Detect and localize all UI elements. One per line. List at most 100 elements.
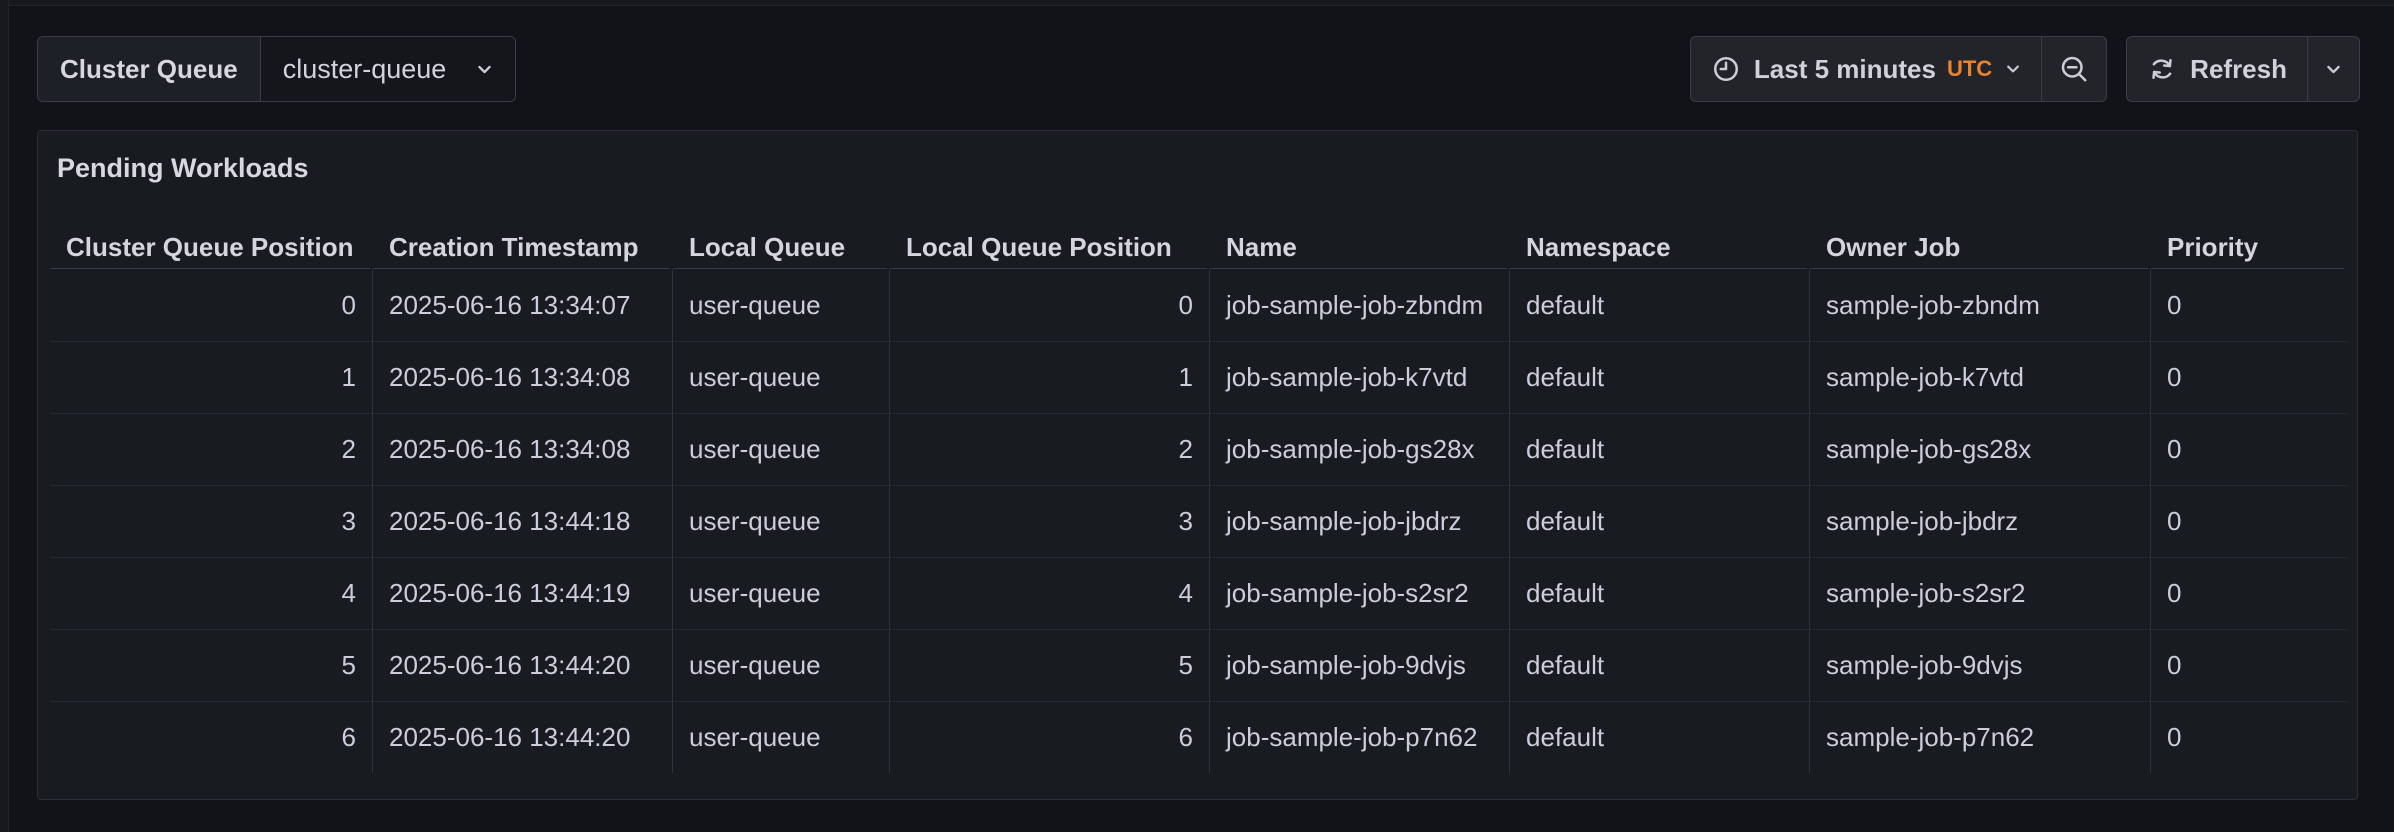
table-cell: sample-job-zbndm: [1810, 269, 2151, 341]
table-cell: sample-job-jbdrz: [1810, 485, 2151, 557]
table-cell: 0: [2167, 289, 2182, 320]
table-cell: default: [1510, 557, 1810, 629]
table-cell: 4: [50, 557, 373, 629]
table-row: 4 2025-06-16 13:44:19 user-queue 4 job-sampl…: [50, 557, 2347, 629]
table-row: 0 2025-06-16 13:34:07 user-queue 0 job-sampl…: [50, 269, 2347, 341]
table-cell: default: [1510, 413, 1810, 485]
table-cell: sample-job-s2sr2: [1810, 557, 2151, 629]
variable-value: cluster-queue: [282, 53, 447, 84]
table-cell: job-sample-job-9dvjs: [1210, 629, 1510, 701]
table-cell: job-sample-job-p7n62: [1210, 701, 1510, 773]
table-cell: 2025-06-16 13:34:08: [373, 413, 673, 485]
table-cell: 6: [890, 701, 1210, 773]
table-cell: 0: [2151, 341, 2347, 413]
workloads-table: Cluster Queue Position Creation Timestamp…: [50, 225, 2347, 773]
time-range-label: Last 5 minutes: [1753, 53, 1936, 84]
table-cell: 2: [50, 413, 373, 485]
sync-icon: [2152, 59, 2172, 79]
table-row: 6 2025-06-16 13:44:20 user-queue 6 job-sampl…: [50, 701, 2347, 773]
table-cell: job-sample-job-gs28x: [1210, 413, 1510, 485]
table-cell: job-sample-job-k7vtd: [1210, 341, 1510, 413]
clock-icon: [1713, 56, 1738, 82]
refresh-group: Refresh: [2126, 36, 2360, 102]
chevron-down-icon: [2007, 65, 2020, 73]
table-cell: default: [1510, 629, 1810, 701]
table-cell: job-sample-job-zbndm: [1210, 269, 1510, 341]
column-header[interactable]: Local Queue Position: [890, 225, 1210, 269]
table-cell: 0: [890, 269, 1210, 341]
table-cell: job-sample-job-s2sr2: [1210, 557, 1510, 629]
pending-workloads-panel: Pending Workloads Cluster Queue Position…: [37, 130, 2358, 800]
refresh-interval-dropdown-button[interactable]: [2307, 37, 2359, 101]
refresh-button[interactable]: Refresh: [2127, 37, 2307, 101]
table-cell: 2025-06-16 13:44:18: [373, 485, 673, 557]
table-cell: default: [1510, 701, 1810, 773]
table-cell: 2: [890, 413, 1210, 485]
table-cell: user-queue: [673, 557, 890, 629]
table-cell: job-sample-job-jbdrz: [1210, 485, 1510, 557]
column-header[interactable]: Creation Timestamp: [373, 225, 673, 269]
table-cell: sample-job-gs28x: [1810, 413, 2151, 485]
table-cell: 2025-06-16 13:34:07: [373, 269, 673, 341]
table-cell: sample-job-9dvjs: [1810, 629, 2151, 701]
chevron-down-icon: [478, 65, 492, 73]
timezone-label: UTC: [1946, 56, 1993, 81]
cluster-queue-variable-picker: Cluster Queue cluster-queue: [37, 36, 517, 102]
column-header[interactable]: Local Queue: [673, 225, 890, 269]
column-header[interactable]: Namespace: [1510, 225, 1810, 269]
magnifier-minus-icon: [2061, 56, 2087, 82]
table-header-row: Cluster Queue Position Creation Timestamp…: [50, 225, 2347, 269]
time-range-picker-button[interactable]: Last 5 minutes UTC: [1691, 37, 2041, 101]
table-cell: 5: [50, 629, 373, 701]
table-row: 2 2025-06-16 13:34:08 user-queue 2 job-sampl…: [50, 413, 2347, 485]
table-cell: user-queue: [673, 629, 890, 701]
variable-label: Cluster Queue: [38, 37, 260, 101]
table-body: 0 2025-06-16 13:34:07 user-queue 0 job-sampl…: [50, 269, 2347, 773]
table-cell: user-queue: [673, 341, 890, 413]
table-cell: 0: [2151, 485, 2347, 557]
table-cell: 0: [50, 269, 373, 341]
table-cell: 4: [890, 557, 1210, 629]
table-cell: user-queue: [673, 701, 890, 773]
table-cell: 0: [2151, 629, 2347, 701]
dashboard-toolbar: Cluster Queue cluster-queue Last 5 minut…: [37, 36, 2360, 102]
column-header[interactable]: Cluster Queue Position: [50, 225, 373, 269]
table-cell: user-queue: [673, 413, 890, 485]
window-edge-top: [0, 0, 2394, 6]
table-row: 1 2025-06-16 13:34:08 user-queue 1 job-sampl…: [50, 341, 2347, 413]
table-cell: 0: [2151, 701, 2347, 773]
zoom-out-time-range-button[interactable]: [2041, 37, 2106, 101]
chevron-down-icon: [2327, 65, 2340, 73]
table-cell: 2025-06-16 13:44:20: [373, 629, 673, 701]
table-cell: 1: [50, 341, 373, 413]
variable-value-dropdown[interactable]: cluster-queue: [259, 37, 516, 101]
table-cell: 3: [50, 485, 373, 557]
column-header[interactable]: Priority: [2151, 225, 2347, 269]
column-header[interactable]: Owner Job: [1810, 225, 2151, 269]
table-cell: sample-job-p7n62: [1810, 701, 2151, 773]
refresh-label: Refresh: [2190, 53, 2287, 84]
time-picker-group: Last 5 minutes UTC: [1689, 36, 2108, 102]
table-cell: user-queue: [673, 269, 890, 341]
table-cell: 3: [890, 485, 1210, 557]
table-cell: default: [1510, 269, 1810, 341]
column-header[interactable]: Name: [1210, 225, 1510, 269]
table-cell: 1: [890, 341, 1210, 413]
table-cell: 0: [2151, 413, 2347, 485]
table-cell: default: [1510, 485, 1810, 557]
panel-title[interactable]: Pending Workloads: [57, 153, 309, 183]
time-and-refresh-controls: Last 5 minutes UTC: [1689, 36, 2360, 102]
table-row: 3 2025-06-16 13:44:18 user-queue 3 job-sampl…: [50, 485, 2347, 557]
table-cell: 0: [2151, 557, 2347, 629]
table-cell: 2025-06-16 13:44:19: [373, 557, 673, 629]
table-row: 5 2025-06-16 13:44:20 user-queue 5 job-sampl…: [50, 629, 2347, 701]
table-cell: user-queue: [673, 485, 890, 557]
table-cell: default: [1510, 341, 1810, 413]
table-cell: 5: [890, 629, 1210, 701]
table-cell: 2025-06-16 13:44:20: [373, 701, 673, 773]
table-cell: sample-job-k7vtd: [1810, 341, 2151, 413]
table-cell: 6: [50, 701, 373, 773]
table-cell: 2025-06-16 13:34:08: [373, 341, 673, 413]
window-edge-left: [0, 0, 9, 832]
